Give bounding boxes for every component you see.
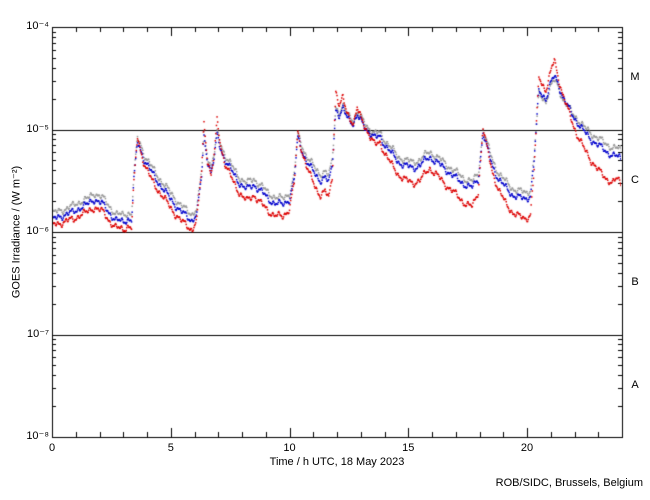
- y-tick-label: 10⁻⁷: [26, 327, 49, 340]
- x-tick-label: 5: [167, 442, 174, 454]
- flare-class-label: A: [631, 378, 639, 391]
- x-tick-label: 20: [520, 442, 534, 454]
- y-tick-label: 10⁻⁶: [26, 225, 49, 237]
- x-axis-label: Time / h UTC, 18 May 2023: [269, 456, 405, 468]
- x-tick-label: 10: [283, 442, 296, 454]
- x-tick-label: 15: [402, 442, 415, 454]
- credit-footer: ROB/SIDC, Brussels, Belgium: [495, 477, 643, 489]
- y-tick-label: 10⁻⁴: [26, 20, 49, 32]
- y-tick-label: 10⁻⁸: [26, 430, 49, 442]
- y-axis-label: GOES Irradiance / (W m⁻²): [10, 165, 23, 299]
- flare-class-label: C: [631, 173, 639, 186]
- flare-class-label: M: [630, 71, 640, 84]
- y-tick-label: 10⁻⁵: [26, 122, 49, 135]
- flare-class-label: B: [631, 276, 639, 289]
- x-tick-label: 0: [48, 442, 56, 454]
